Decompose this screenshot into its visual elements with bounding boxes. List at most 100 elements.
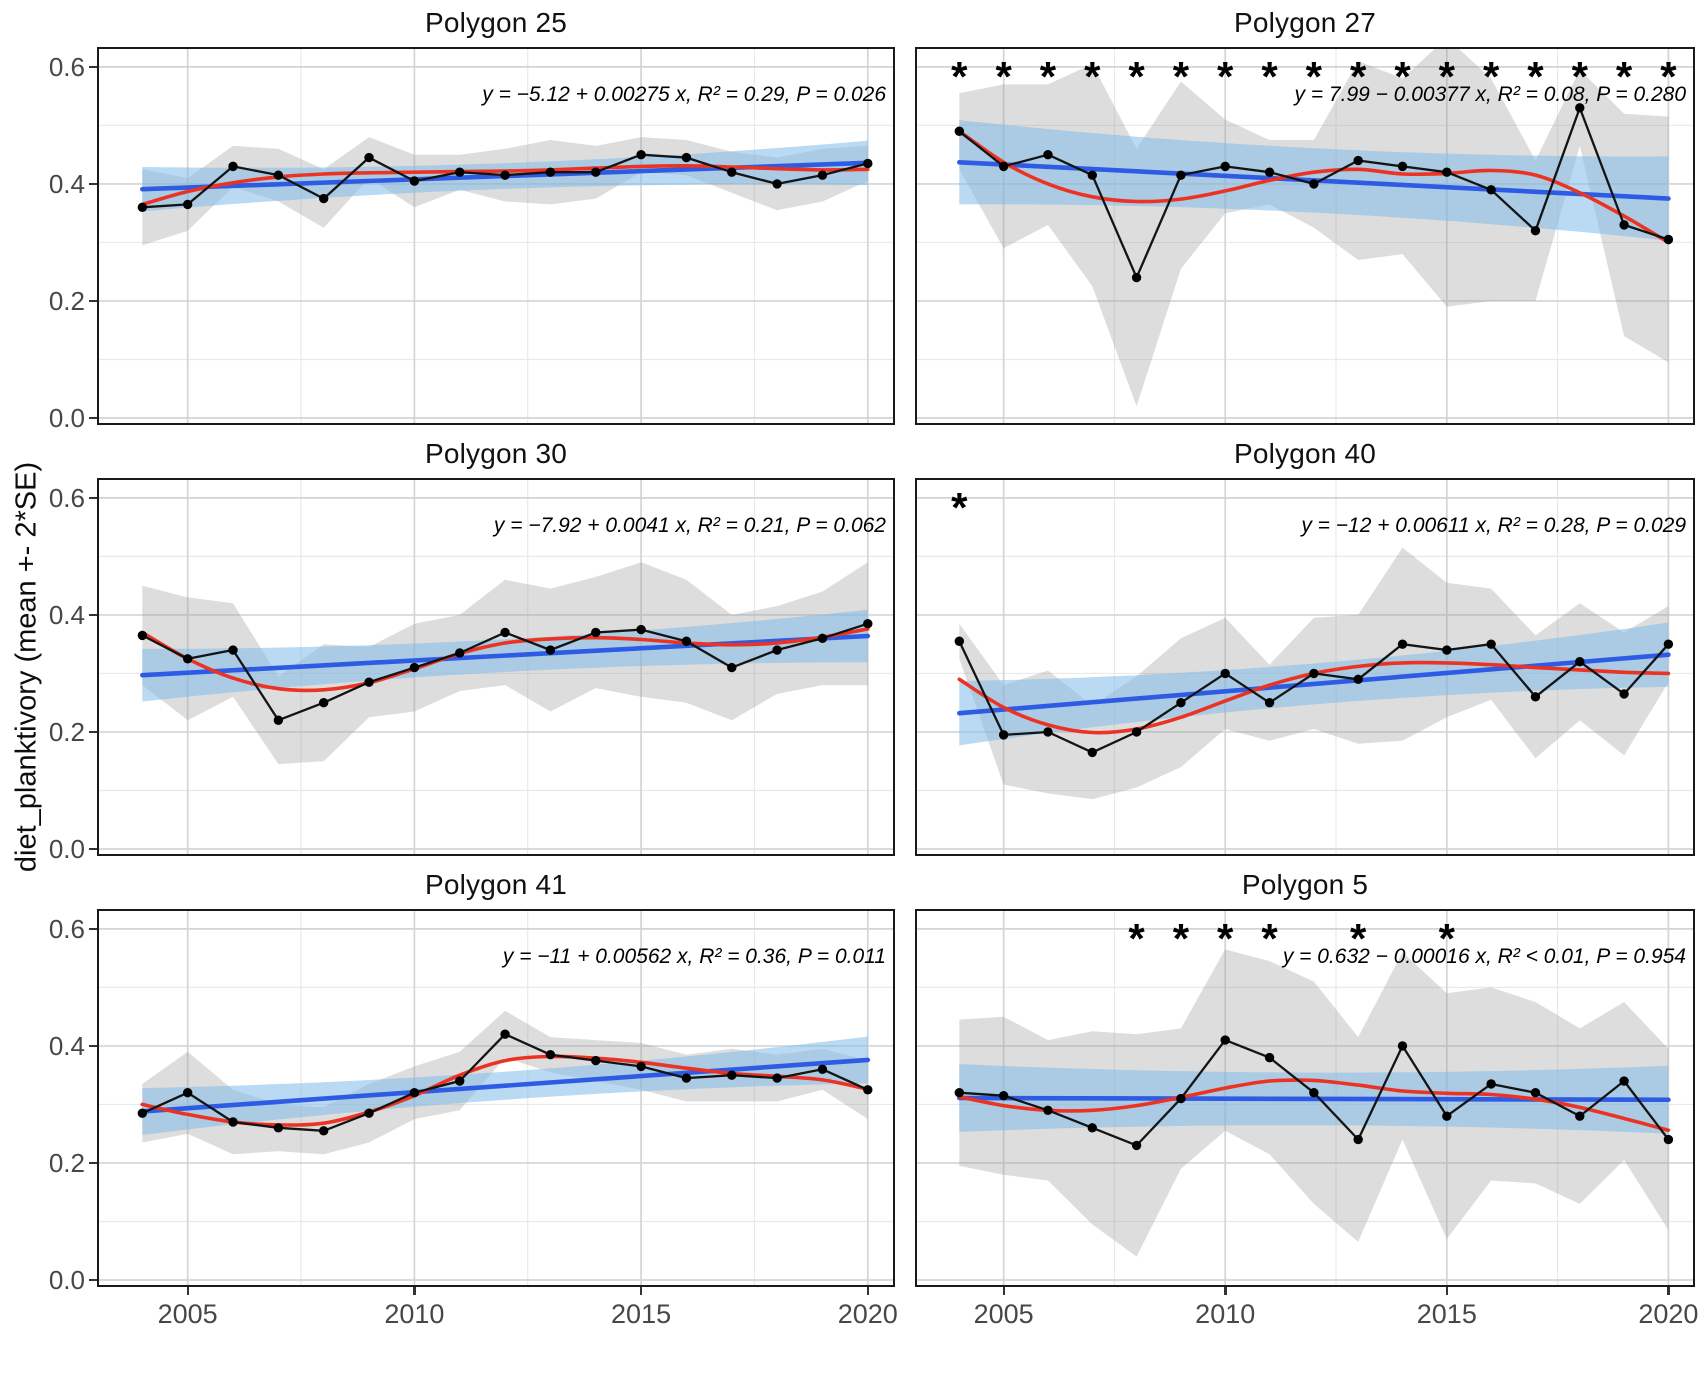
y-tick-mark — [89, 1278, 97, 1282]
panel-border — [915, 47, 1695, 425]
y-axis-title: diet_planktivory (mean +- 2*SE) — [10, 461, 43, 873]
x-tick-mark — [1002, 1287, 1006, 1295]
svg-text:*: * — [1439, 915, 1456, 962]
regression-equation: y = −5.12 + 0.00275 x, R² = 0.29, P = 0.… — [482, 83, 886, 106]
y-tick-label: 0.6 — [48, 913, 85, 944]
svg-text:*: * — [1217, 53, 1234, 100]
x-tick-label: 2015 — [611, 1299, 672, 1329]
panel-polygon-40: Polygon 40 * y = −12 + 0.00611 x, R² = 0… — [915, 438, 1695, 856]
regression-equation: y = −12 + 0.00611 x, R² = 0.28, P = 0.02… — [1301, 514, 1686, 537]
x-tick-mark — [866, 1287, 870, 1295]
y-tick-label: 0.4 — [48, 1030, 85, 1061]
panel-border — [915, 478, 1695, 856]
panel-polygon-25: Polygon 25 y = −5.12 + 0.00275 x, R² = 0… — [97, 7, 895, 425]
se-ribbon — [142, 1010, 868, 1155]
data-points — [954, 636, 1674, 758]
loess-line — [140, 1054, 870, 1127]
svg-text:*: * — [1572, 53, 1589, 100]
data-points — [137, 1029, 873, 1136]
svg-text:*: * — [1261, 915, 1278, 962]
significance-asterisks: * * * * * * * * * * * * * * * * * — [951, 53, 1677, 100]
significance-asterisks: * * * * * * — [1128, 915, 1455, 962]
svg-text:*: * — [1128, 53, 1145, 100]
svg-text:*: * — [951, 484, 968, 531]
panel-title: Polygon 30 — [424, 438, 568, 469]
panel-border — [915, 909, 1695, 1287]
y-tick-label: 0.4 — [48, 168, 85, 199]
y-tick-label: 0.2 — [48, 716, 85, 747]
panel-polygon-41: Polygon 41 y = −11 + 0.00562 x, R² = 0.3… — [97, 869, 895, 1287]
y-tick-mark — [89, 613, 97, 617]
se-ribbon — [959, 47, 1669, 407]
x-tick-label: 2015 — [1416, 1299, 1477, 1329]
svg-text:*: * — [1217, 915, 1234, 962]
y-tick-mark — [89, 847, 97, 851]
y-tick-label: 0.0 — [48, 833, 85, 864]
plot-area-polygon-25 — [97, 47, 895, 425]
panel-border — [97, 47, 895, 425]
svg-text:*: * — [1616, 53, 1633, 100]
panel-title: Polygon 5 — [1241, 869, 1369, 900]
plot-area-polygon-30 — [97, 478, 895, 856]
y-tick-mark — [89, 496, 97, 500]
svg-text:*: * — [1084, 53, 1101, 100]
y-tick-mark — [89, 182, 97, 186]
x-tick-label: 2010 — [384, 1299, 445, 1329]
y-tick-mark — [89, 65, 97, 69]
panel-border — [97, 478, 895, 856]
trend-line — [957, 652, 1671, 716]
y-tick-label: 0.6 — [48, 482, 85, 513]
data-points — [137, 618, 873, 725]
regression-equation: y = 0.632 − 0.00016 x, R² < 0.01, P = 0.… — [1282, 945, 1686, 968]
y-tick-label: 0.2 — [48, 1147, 85, 1178]
svg-text:*: * — [1394, 53, 1411, 100]
plot-area-polygon-5: * * * * * * — [915, 909, 1695, 1287]
panel-title: Polygon 27 — [1233, 7, 1377, 38]
loess-line — [957, 1078, 1671, 1132]
y-tick-mark — [89, 927, 97, 931]
x-tick-label: 2005 — [157, 1299, 218, 1329]
svg-text:*: * — [1350, 53, 1367, 100]
x-tick-mark — [186, 1287, 190, 1295]
y-tick-label: 0.0 — [48, 402, 85, 433]
panel-polygon-27: Polygon 27 * * * * * * * * * * * * * * * * * y = 7.99 − … — [915, 7, 1695, 425]
plot-area-polygon-40: * — [915, 478, 1695, 856]
y-tick-label: 0.2 — [48, 285, 85, 316]
y-tick-mark — [89, 1161, 97, 1165]
svg-text:*: * — [1040, 53, 1057, 100]
x-tick-mark — [640, 1287, 643, 1295]
x-tick-label: 2005 — [973, 1299, 1034, 1329]
x-tick-label: 2010 — [1195, 1299, 1256, 1329]
regression-equation: y = 7.99 − 0.00377 x, R² = 0.08, P = 0.2… — [1294, 83, 1687, 106]
svg-text:*: * — [1527, 53, 1544, 100]
svg-text:*: * — [1350, 915, 1367, 962]
panel-border — [97, 909, 895, 1287]
panel-polygon-5: Polygon 5 * * * * * * y = 0.632 − 0.00016 x, … — [915, 869, 1695, 1287]
svg-text:*: * — [951, 53, 968, 100]
svg-text:*: * — [1306, 53, 1323, 100]
svg-text:*: * — [995, 53, 1012, 100]
svg-text:*: * — [1439, 53, 1456, 100]
x-tick-label: 2020 — [1638, 1299, 1699, 1329]
x-tick-mark — [1667, 1287, 1670, 1295]
x-tick-mark — [413, 1287, 416, 1295]
regression-equation: y = −11 + 0.00562 x, R² = 0.36, P = 0.01… — [502, 945, 886, 968]
loess-line — [957, 129, 1671, 245]
y-tick-label: 0.0 — [48, 1264, 85, 1295]
x-tick-mark — [1224, 1287, 1227, 1295]
panel-title: Polygon 25 — [424, 7, 568, 38]
data-points — [137, 149, 873, 213]
significance-asterisks: * — [951, 484, 968, 531]
svg-text:*: * — [1483, 53, 1500, 100]
regression-equation: y = −7.92 + 0.0041 x, R² = 0.21, P = 0.0… — [493, 514, 886, 537]
panel-polygon-30: Polygon 30 y = −7.92 + 0.0041 x, R² = 0.… — [97, 438, 895, 856]
plot-area-polygon-27: * * * * * * * * * * * * * * * * * — [915, 47, 1695, 425]
x-tick-label: 2020 — [837, 1299, 898, 1329]
panel-title: Polygon 40 — [1233, 438, 1377, 469]
plot-area-polygon-41 — [97, 909, 895, 1287]
y-tick-mark — [89, 299, 97, 303]
y-tick-mark — [89, 730, 97, 734]
panel-title: Polygon 41 — [424, 869, 568, 900]
x-tick-mark — [1445, 1287, 1449, 1295]
